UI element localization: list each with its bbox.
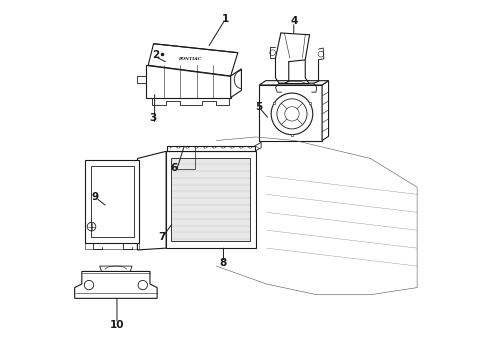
Polygon shape	[166, 151, 256, 248]
Polygon shape	[322, 81, 329, 140]
Polygon shape	[85, 160, 139, 243]
Text: 2: 2	[152, 50, 160, 60]
Polygon shape	[91, 166, 134, 237]
Text: PONTIAC: PONTIAC	[178, 57, 201, 61]
Text: 6: 6	[171, 163, 177, 173]
Polygon shape	[137, 151, 166, 250]
Polygon shape	[259, 85, 322, 140]
Polygon shape	[259, 81, 329, 85]
Polygon shape	[172, 158, 250, 241]
Polygon shape	[231, 69, 242, 98]
Text: 7: 7	[158, 232, 166, 242]
Polygon shape	[74, 271, 157, 298]
Text: 3: 3	[149, 113, 156, 123]
Text: 1: 1	[221, 14, 229, 24]
Polygon shape	[167, 146, 255, 151]
Text: 4: 4	[291, 17, 298, 27]
Polygon shape	[148, 44, 238, 76]
Text: 9: 9	[92, 192, 98, 202]
Text: 8: 8	[220, 258, 227, 268]
Text: 10: 10	[110, 320, 124, 329]
Text: 5: 5	[255, 102, 262, 112]
Polygon shape	[147, 65, 231, 98]
